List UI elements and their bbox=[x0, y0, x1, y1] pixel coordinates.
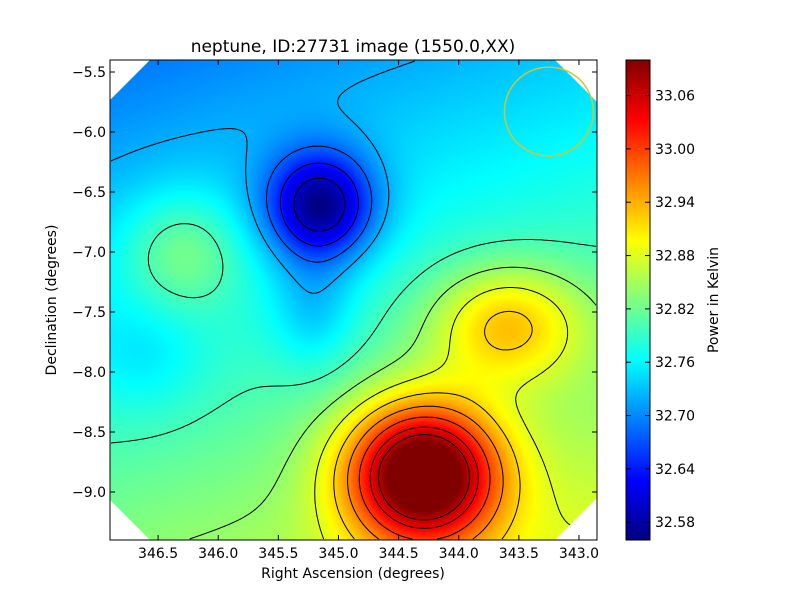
colorbar-tick-label: 32.64 bbox=[655, 462, 695, 478]
contour-level bbox=[189, 266, 597, 540]
x-tick-label: 346.0 bbox=[198, 546, 238, 562]
plot-area bbox=[109, 59, 598, 541]
colorbar-ticks: 32.58 32.64 32.70 32.76 32.82 32.88 32.94 33.00… bbox=[626, 89, 695, 531]
contour-level bbox=[378, 434, 470, 521]
colorbar-tick-label: 33.00 bbox=[655, 142, 695, 158]
y-tick-label: −6.5 bbox=[72, 185, 106, 201]
colorbar-label: Power in Kelvin bbox=[706, 247, 722, 353]
contour-level bbox=[266, 145, 373, 263]
contour-level bbox=[333, 310, 533, 540]
y-tick-label: −8.0 bbox=[72, 365, 106, 381]
colorbar-tick-label: 32.70 bbox=[655, 409, 695, 425]
contour-level bbox=[111, 223, 597, 444]
colorbar-tick-label: 32.94 bbox=[655, 195, 695, 211]
y-tick-label: −7.5 bbox=[72, 305, 106, 321]
x-tick-label: 345.5 bbox=[258, 546, 298, 562]
y-tick-label: −5.5 bbox=[72, 65, 106, 81]
colorbar-tick-label: 32.58 bbox=[655, 515, 695, 531]
heatmap-image bbox=[110, 60, 597, 540]
x-axis-label: Right Ascension (degrees) bbox=[261, 566, 445, 582]
contour-level bbox=[358, 416, 491, 540]
y-axis-label: Declination (degrees) bbox=[44, 225, 60, 376]
contour-lines bbox=[110, 60, 597, 540]
contour-level bbox=[314, 287, 597, 540]
contour-level bbox=[369, 426, 479, 529]
plot-frame bbox=[109, 59, 598, 541]
chart-title: neptune, ID:27731 image (1550.0,XX) bbox=[191, 37, 516, 57]
x-tick-label: 345.0 bbox=[318, 546, 358, 562]
contour-level bbox=[347, 405, 504, 540]
colorbar-tick-label: 32.82 bbox=[655, 302, 695, 318]
contour-level bbox=[279, 162, 359, 247]
x-tick-label: 343.5 bbox=[499, 546, 539, 562]
x-tick-label: 343.0 bbox=[559, 546, 599, 562]
x-axis: 346.5 346.0 345.5 345.0 344.5 344.0 343.5 343.0 bbox=[138, 60, 599, 562]
x-tick-label: 346.5 bbox=[138, 546, 178, 562]
y-tick-label: −6.0 bbox=[72, 125, 106, 141]
colorbar-gradient bbox=[625, 59, 651, 541]
colorbar: 32.58 32.64 32.70 32.76 32.82 32.88 32.94 33.00… bbox=[625, 59, 722, 541]
colorbar-tick-label: 32.76 bbox=[655, 355, 695, 371]
y-axis: −5.5 −6.0 −6.5 −7.0 −7.5 −8.0 −8.5 −9.0 bbox=[72, 65, 597, 501]
contour-level bbox=[293, 177, 346, 232]
y-tick-label: −9.0 bbox=[72, 485, 106, 501]
y-tick-label: −8.5 bbox=[72, 425, 106, 441]
x-tick-label: 344.0 bbox=[439, 546, 479, 562]
y-tick-label: −7.0 bbox=[72, 245, 106, 261]
beam-circle-marker bbox=[503, 66, 595, 157]
colorbar-tick-label: 32.88 bbox=[655, 249, 695, 265]
colorbar-tick-label: 33.06 bbox=[655, 89, 695, 105]
contour-level bbox=[110, 60, 416, 294]
x-tick-label: 344.5 bbox=[379, 546, 419, 562]
